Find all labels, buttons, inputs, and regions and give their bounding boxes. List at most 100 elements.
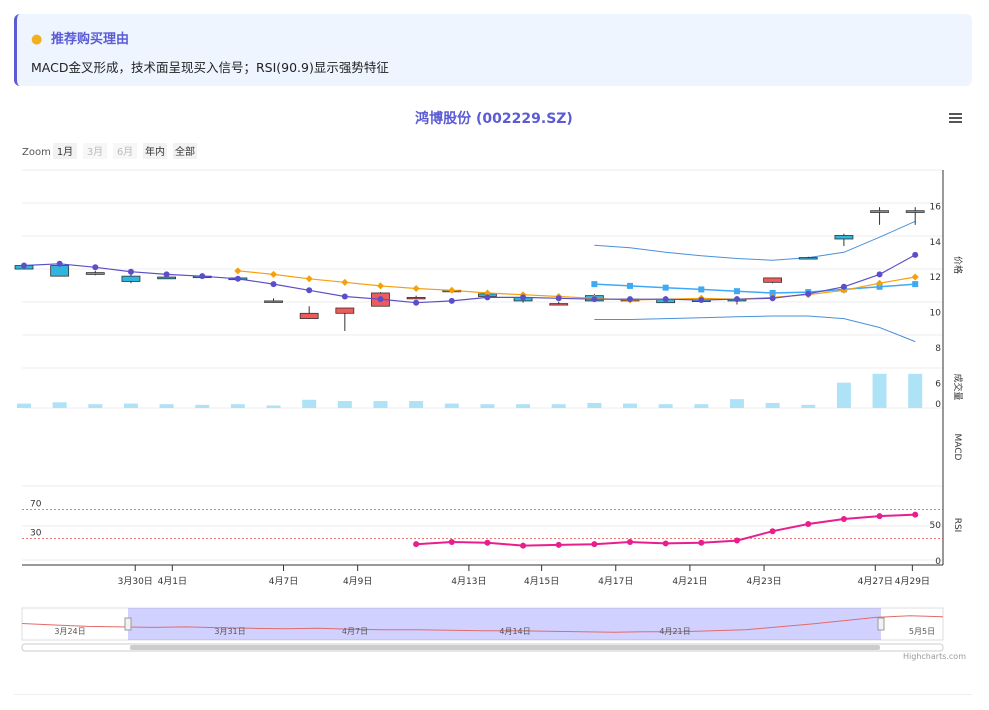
scrollbar-thumb[interactable]	[130, 645, 880, 650]
rsi-line-point	[698, 539, 705, 546]
buy-reason-text: MACD金叉形成，技术面呈现买入信号；RSI(90.9)显示强势特征	[31, 60, 389, 75]
volume-bar	[694, 404, 709, 408]
hamburger-menu-icon[interactable]	[944, 108, 966, 128]
candle-body	[763, 277, 783, 283]
price-tick-label: 14	[930, 238, 942, 248]
candle-body	[798, 257, 818, 260]
volume-bar	[17, 403, 31, 408]
volume-bar	[302, 399, 317, 408]
volume-bar	[409, 401, 424, 408]
boll-mid-line-point	[662, 284, 669, 291]
rsi-line-point	[627, 539, 634, 545]
ma-long-line-point	[234, 267, 242, 275]
ma-short-line-point	[163, 271, 170, 278]
navigator-label: 4月14日	[499, 627, 530, 636]
ma-short-line-point	[698, 297, 705, 304]
volume-bar	[337, 401, 352, 408]
price-tick-label: 8	[935, 344, 941, 354]
candle-body	[406, 296, 426, 300]
rsi-line-point	[912, 511, 919, 518]
zoom-button-bg[interactable]	[143, 143, 167, 159]
rsi-tick-label: 0	[935, 557, 941, 567]
volume-bar	[373, 401, 388, 408]
ma-short-line-point	[341, 293, 348, 300]
ma-short-line-point	[627, 296, 634, 303]
rsi-ref-label: 30	[30, 528, 42, 538]
ma-long-line-point	[448, 286, 456, 294]
ma-short-line-point	[127, 268, 134, 275]
x-tick-label: 4月27日	[858, 576, 893, 587]
ma-short-line-point	[662, 296, 669, 303]
boll-mid-line	[594, 283, 916, 294]
rsi-line-point	[876, 513, 883, 520]
ma-short-line-point	[876, 271, 883, 278]
x-tick-label: 4月23日	[746, 576, 781, 587]
navigator-label: 5月5日	[909, 627, 935, 636]
boll-mid-line-point	[733, 288, 740, 295]
x-tick-label: 4月29日	[895, 576, 930, 587]
volume-bar	[195, 404, 210, 408]
volume-bar	[159, 404, 174, 408]
rsi-line-point	[448, 539, 455, 545]
ma-short-line-point	[733, 296, 740, 303]
rsi-line-point	[769, 528, 776, 535]
ma-short-line	[23, 254, 916, 304]
volume-bar	[765, 402, 780, 408]
volume-bar	[88, 404, 103, 408]
x-tick-label: 4月1日	[158, 576, 187, 587]
buy-reason-box: ● 推荐购买理由 MACD金叉形成，技术面呈现买入信号；RSI(90.9)显示强势…	[14, 14, 972, 86]
boll-mid-line-point	[627, 282, 634, 289]
ma-short-line-point	[555, 295, 562, 302]
buy-reason-header: ● 推荐购买理由	[31, 28, 129, 47]
candle-body	[121, 275, 141, 282]
zoom-button-3[interactable]: 年内	[145, 145, 165, 158]
rsi-line-point	[840, 515, 847, 522]
navigator-selection[interactable]	[128, 608, 881, 640]
zoom-button-1[interactable]: 3月	[87, 146, 103, 158]
zoom-button-bg[interactable]	[53, 143, 77, 159]
volume-axis-title: 成交量	[952, 373, 964, 400]
ma-short-line-point	[234, 275, 241, 282]
ma-short-line-point	[92, 264, 99, 271]
rsi-line-point	[662, 540, 669, 547]
ma-short-line-point	[448, 297, 455, 304]
zoom-button-bg[interactable]	[113, 143, 137, 159]
candle-body	[905, 210, 925, 213]
navigator-series	[21, 615, 944, 633]
ma-short-line-point	[591, 296, 598, 303]
zoom-button-2[interactable]: 6月	[117, 146, 133, 158]
ma-short-line-point	[377, 296, 384, 303]
ma-long-line-point	[341, 278, 349, 286]
price-tick-label: 6	[935, 379, 941, 389]
highcharts-credit[interactable]: Highcharts.com	[903, 652, 966, 661]
zoom-button-0[interactable]: 1月	[57, 146, 73, 158]
rsi-line-point	[805, 521, 812, 527]
ma-short-line-point	[56, 260, 63, 267]
navigator-handle[interactable]	[124, 617, 132, 631]
price-tick-label: 10	[930, 309, 942, 319]
navigator-handle[interactable]	[877, 617, 885, 631]
ma-short-line-point	[21, 262, 27, 269]
buy-reason-title: 推荐购买理由	[51, 32, 130, 47]
zoom-button-bg[interactable]	[83, 143, 107, 159]
candle-body	[299, 312, 319, 320]
ma-short-line-point	[912, 251, 919, 258]
boll-mid-line-point	[769, 289, 776, 296]
rsi-line-point	[733, 537, 740, 544]
zoom-button-bg[interactable]	[173, 143, 197, 159]
volume-bar	[123, 403, 138, 408]
rsi-ref-label: 70	[30, 500, 42, 510]
volume-bar	[658, 404, 673, 408]
ma-long-line-point	[876, 279, 884, 287]
volume-bar	[516, 404, 531, 408]
zoom-button-4[interactable]: 全部	[175, 145, 195, 158]
divider	[14, 694, 972, 695]
rsi-line-point	[484, 539, 491, 546]
ma-long-line-point	[911, 273, 919, 281]
boll-mid-line-point	[876, 283, 883, 290]
x-tick-label: 4月17日	[598, 576, 633, 587]
lightbulb-icon: ●	[31, 32, 43, 47]
x-tick-label: 4月13日	[451, 576, 486, 587]
candle-body	[264, 300, 283, 303]
x-tick-label: 4月7日	[269, 576, 298, 587]
